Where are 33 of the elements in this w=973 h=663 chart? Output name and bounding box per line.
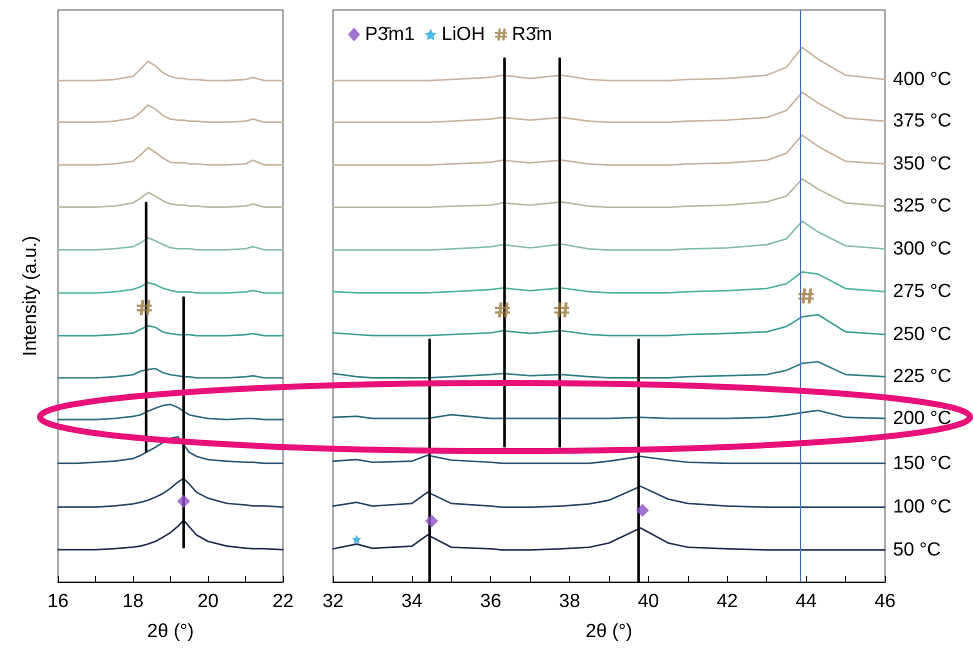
x-tick-label: 16 xyxy=(47,591,69,612)
x-tick-label: 38 xyxy=(559,591,580,612)
series-label: 375 °C xyxy=(893,110,952,132)
series-label: 100 °C xyxy=(893,496,952,518)
series-label: 250 °C xyxy=(893,324,952,345)
series-label: 350 °C xyxy=(893,153,952,174)
x-tick-label: 18 xyxy=(122,591,144,612)
x-axis-title: 2θ (°) xyxy=(147,621,194,642)
point xyxy=(352,534,362,544)
legend-label: P3̄m1 xyxy=(365,24,415,45)
x-tick-label: 40 xyxy=(638,591,659,612)
x-tick-label: 32 xyxy=(322,591,344,612)
point xyxy=(636,504,650,517)
x-axis-title: 2θ (°) xyxy=(586,621,632,642)
x-tick-label: 42 xyxy=(716,591,738,612)
x-tick-label: 34 xyxy=(401,591,423,612)
legend-label: R3̄m xyxy=(512,24,552,45)
x-tick-label: 44 xyxy=(796,591,818,612)
series-label: 200 °C xyxy=(893,408,952,429)
point xyxy=(425,514,438,528)
series-label: 225 °C xyxy=(893,366,952,388)
x-tick-label: 46 xyxy=(874,591,896,612)
x-tick-label: 36 xyxy=(480,591,502,612)
y-axis-title: Intensity (a.u.) xyxy=(20,236,41,356)
series-label: 275 °C xyxy=(893,281,952,302)
x-tick-label: 22 xyxy=(272,591,294,612)
legend-label: LiOH xyxy=(442,24,485,45)
series-label: 150 °C xyxy=(893,452,952,474)
series-label: 400 °C xyxy=(893,68,952,90)
x-tick-label: 20 xyxy=(197,591,219,612)
series-label: 300 °C xyxy=(893,238,952,260)
series-label: 50 °C xyxy=(893,539,941,560)
series-label: 325 °C xyxy=(893,196,952,217)
